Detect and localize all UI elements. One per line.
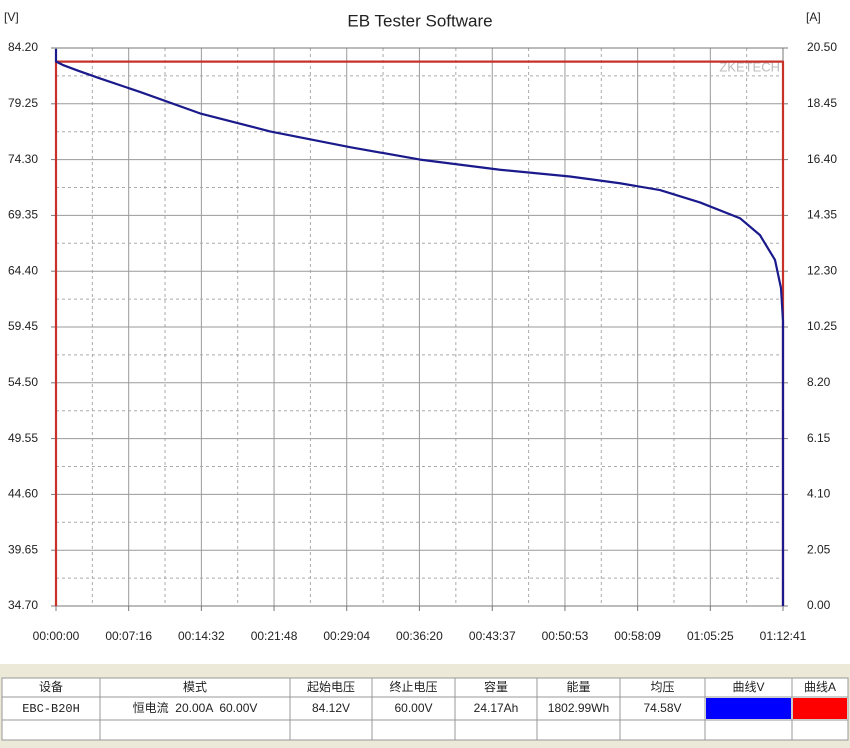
table-cell	[99, 719, 291, 741]
y2-tick-label: 14.35	[807, 208, 837, 222]
y2-tick-label: 0.00	[807, 598, 831, 612]
x-tick-label: 00:29:04	[323, 629, 370, 643]
table-cell-text: EBC-B20H	[22, 702, 80, 716]
table-cell	[704, 719, 793, 741]
y2-tick-label: 8.20	[807, 375, 831, 389]
y2-tick-label: 2.05	[807, 542, 831, 556]
table-cell-text: 1802.99Wh	[548, 701, 609, 715]
y2-tick-label: 4.10	[807, 487, 831, 501]
table-cell-text: 74.58V	[643, 701, 681, 715]
table-cell	[289, 719, 373, 741]
y2-tick-label: 18.45	[807, 96, 837, 110]
y-tick-label: 74.30	[8, 152, 38, 166]
table-cell	[1, 719, 101, 741]
y2-tick-label: 10.25	[807, 319, 837, 333]
y-tick-label: 39.65	[8, 542, 38, 556]
y-tick-label: 69.35	[8, 208, 38, 222]
x-tick-label: 00:07:16	[105, 629, 152, 643]
x-tick-label: 00:43:37	[469, 629, 516, 643]
table-header: 终止电压	[389, 679, 437, 694]
x-tick-label: 01:12:41	[760, 629, 807, 643]
table-cell	[619, 719, 706, 741]
table-cell-text: 24.17Ah	[474, 701, 519, 715]
table-header: 设备	[39, 680, 63, 694]
table-cell	[536, 719, 621, 741]
legend-swatch	[706, 698, 791, 719]
chart-title: EB Tester Software	[347, 11, 492, 30]
table-cell	[454, 719, 538, 741]
table-header: 能量	[566, 680, 590, 694]
y-tick-label: 44.60	[8, 487, 38, 501]
y-axis-label: [V]	[4, 10, 19, 24]
table-cell-text: 84.12V	[312, 701, 350, 715]
y-tick-label: 34.70	[8, 598, 38, 612]
x-tick-label: 01:05:25	[687, 629, 734, 643]
series-line	[54, 48, 785, 606]
table-header: 起始电压	[307, 680, 355, 694]
table-cell	[371, 719, 456, 741]
y2-tick-label: 20.50	[807, 40, 837, 54]
legend-swatch	[793, 698, 847, 719]
watermark: ZKETECH	[719, 59, 780, 74]
y2-tick-label: 16.40	[807, 152, 837, 166]
y2-tick-label: 6.15	[807, 431, 831, 445]
x-tick-label: 00:14:32	[178, 629, 225, 643]
x-tick-label: 00:50:53	[542, 629, 589, 643]
y-tick-label: 79.25	[8, 96, 38, 110]
x-tick-label: 00:21:48	[251, 629, 298, 643]
table-header: 容量	[484, 679, 508, 694]
y-tick-label: 84.20	[8, 40, 38, 54]
y2-axis-label: [A]	[806, 10, 821, 24]
table-cell-text: 恒电流 20.00A 60.00V	[133, 701, 258, 715]
x-tick-label: 00:00:00	[33, 629, 80, 643]
table-cell-text: 60.00V	[394, 701, 432, 715]
table-header: 模式	[183, 680, 207, 694]
y-tick-label: 59.45	[8, 319, 38, 333]
y-tick-label: 49.55	[8, 431, 38, 445]
table-header: 均压	[650, 680, 674, 694]
legend-label: 曲线V	[732, 680, 764, 694]
y2-tick-label: 12.30	[807, 263, 837, 277]
x-tick-label: 00:36:20	[396, 629, 443, 643]
y-tick-label: 54.50	[8, 375, 38, 389]
table-cell	[791, 719, 849, 741]
y-tick-label: 64.40	[8, 263, 38, 277]
legend-label: 曲线A	[804, 680, 836, 694]
x-tick-label: 00:58:09	[614, 629, 661, 643]
